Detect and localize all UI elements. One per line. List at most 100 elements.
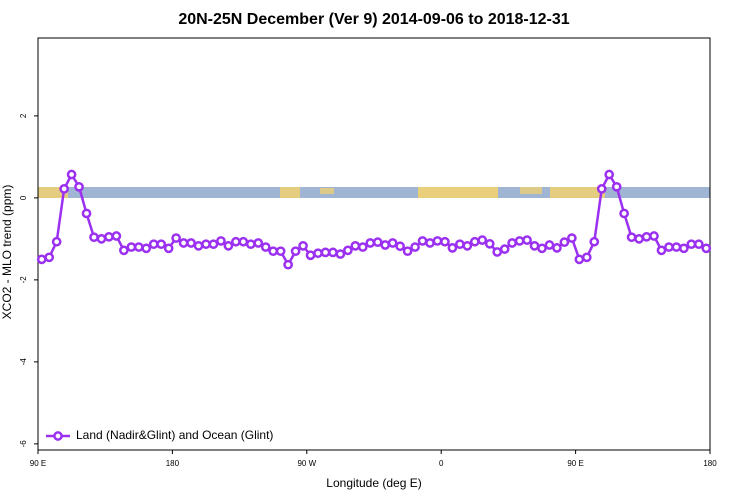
point — [44, 252, 55, 263]
x-tick-label: 90 E — [567, 459, 583, 468]
map-strip — [38, 187, 710, 198]
y-tick-label: 0 — [19, 195, 28, 200]
point — [462, 240, 473, 251]
point — [432, 236, 443, 246]
point — [290, 246, 301, 257]
point — [350, 240, 361, 251]
y-axis-label: XCO2 - MLO trend (ppm) — [0, 185, 14, 320]
point — [604, 169, 615, 180]
point — [387, 238, 398, 248]
point — [216, 236, 226, 246]
point — [268, 246, 279, 257]
point — [298, 240, 308, 251]
point — [163, 243, 174, 254]
point — [507, 238, 517, 248]
point — [537, 243, 547, 254]
point — [343, 245, 353, 256]
point — [440, 236, 450, 247]
point — [238, 236, 249, 247]
plot-frame — [37, 37, 711, 451]
point — [679, 243, 689, 254]
point — [372, 237, 383, 248]
point — [656, 245, 667, 256]
x-axis-label: Longitude (deg E) — [326, 476, 421, 490]
point — [208, 239, 219, 250]
point — [223, 240, 234, 251]
x-tick-label: 90 W — [297, 459, 316, 468]
point — [201, 239, 211, 250]
point — [119, 245, 129, 256]
point — [492, 247, 503, 257]
point — [567, 233, 577, 243]
point — [335, 249, 346, 259]
point — [275, 246, 286, 257]
point — [649, 231, 659, 241]
point — [499, 244, 510, 254]
point — [283, 259, 293, 270]
point — [417, 236, 428, 246]
point — [365, 238, 376, 248]
point — [514, 236, 525, 246]
chart-title: 20N-25N December (Ver 9) 2014-09-06 to 2… — [178, 11, 569, 28]
point — [141, 243, 152, 254]
point — [313, 248, 323, 259]
point — [574, 254, 585, 265]
point — [522, 235, 532, 245]
point — [410, 242, 420, 252]
point — [589, 236, 600, 247]
x-tick-label: 90 E — [30, 459, 46, 468]
point — [634, 234, 644, 244]
point — [171, 233, 181, 243]
y-tick-label: -4 — [19, 358, 28, 366]
point — [559, 237, 570, 248]
point — [51, 236, 62, 247]
point — [96, 234, 107, 244]
y-tick-label: -2 — [19, 276, 28, 284]
point — [305, 250, 316, 261]
point — [552, 243, 562, 253]
point — [156, 239, 167, 250]
y-tick-label: -6 — [19, 440, 28, 448]
point — [686, 239, 697, 250]
point — [447, 243, 458, 253]
point — [671, 242, 682, 252]
point — [260, 242, 271, 252]
point — [328, 247, 338, 258]
point — [245, 239, 256, 250]
point — [641, 231, 652, 242]
point — [529, 240, 540, 251]
x-tick-label: 0 — [439, 459, 444, 468]
point — [148, 239, 159, 250]
point — [701, 243, 712, 254]
point — [66, 169, 77, 180]
x-tick-label: 180 — [703, 459, 717, 468]
point — [484, 238, 495, 249]
point — [126, 242, 137, 252]
point — [402, 246, 413, 257]
point — [581, 252, 592, 263]
point — [74, 181, 84, 192]
point — [693, 239, 704, 250]
point — [253, 238, 264, 248]
point — [611, 181, 622, 192]
point — [59, 184, 69, 194]
point — [186, 238, 196, 248]
point — [455, 239, 465, 250]
y-tick-label: 2 — [19, 113, 28, 118]
point — [395, 241, 405, 252]
point — [89, 232, 99, 243]
point — [626, 232, 637, 243]
point — [133, 242, 144, 252]
point — [357, 242, 368, 252]
point — [193, 240, 204, 251]
point — [104, 231, 114, 242]
point — [596, 184, 607, 194]
point — [477, 235, 488, 245]
point — [544, 240, 555, 250]
point — [320, 247, 331, 258]
point — [619, 208, 629, 219]
x-tick-label: 180 — [166, 459, 180, 468]
point — [380, 240, 391, 250]
point — [469, 236, 480, 247]
